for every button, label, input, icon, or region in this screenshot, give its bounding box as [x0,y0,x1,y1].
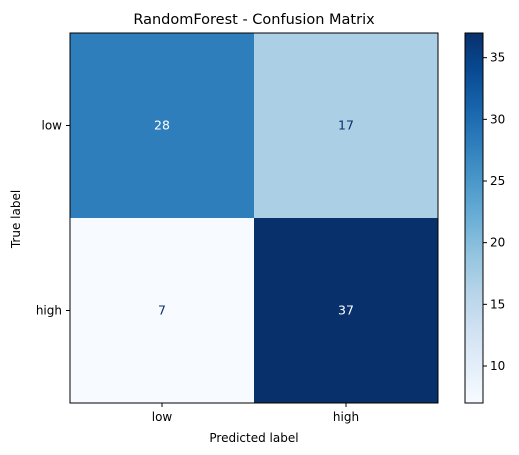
heatmap-cell [254,218,438,403]
heatmap-cell [70,33,254,218]
heatmap-cell [254,33,438,218]
colorbar-tick-label: 25 [490,174,505,188]
colorbar-tick-label: 15 [490,297,505,311]
heatmap-cells: 28 17 7 37 [70,33,438,403]
cell-value-label: 37 [338,303,354,318]
cell-value-label: 17 [338,118,354,133]
colorbar-tick-label: 35 [490,51,505,65]
cell-value-label: 28 [154,118,170,133]
colorbar-ticks: 10 15 20 25 30 35 [483,51,505,373]
y-axis-ticks: low high [36,119,70,318]
heatmap-cell [70,218,254,403]
x-tick-label: low [152,410,173,424]
x-tick-label: high [333,410,359,424]
x-axis-ticks: low high [152,403,359,424]
y-tick-label: low [42,119,63,133]
cell-value-label: 7 [158,303,166,318]
colorbar [464,32,484,404]
colorbar-tick-label: 30 [490,112,505,126]
y-tick-label: high [36,304,62,318]
y-axis-label: True label [9,190,23,249]
colorbar-tick-label: 10 [490,359,505,373]
x-axis-label: Predicted label [209,431,298,445]
colorbar-tick-label: 20 [490,236,505,250]
plot-frame [69,32,439,404]
chart-title: RandomForest - Confusion Matrix [133,12,375,28]
